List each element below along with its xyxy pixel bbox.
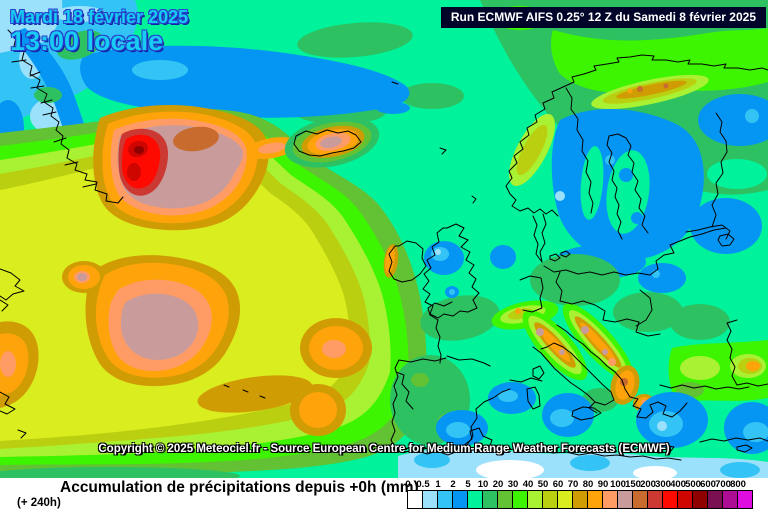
legend-swatch xyxy=(618,491,633,508)
legend-tick: 500 xyxy=(685,479,701,490)
legend-tick: 80 xyxy=(582,479,594,490)
legend-tick: 50 xyxy=(537,479,549,490)
legend-swatch xyxy=(588,491,603,508)
legend-title: Accumulation de précipitations depuis +0… xyxy=(60,479,419,496)
legend-tick: 100 xyxy=(610,479,626,490)
legend-swatch xyxy=(513,491,528,508)
valid-datetime: Mardi 18 février 2025 13:00 locale xyxy=(10,7,189,56)
legend-tick: 70 xyxy=(567,479,579,490)
legend-tick: 200 xyxy=(640,479,656,490)
legend-tick: 40 xyxy=(522,479,534,490)
legend-swatch xyxy=(468,491,483,508)
legend-tick: 1 xyxy=(435,479,441,490)
coastlines xyxy=(0,29,768,461)
legend-tick: 800 xyxy=(730,479,746,490)
legend-tick: 0.5 xyxy=(416,479,430,490)
legend-tick: 600 xyxy=(700,479,716,490)
legend-swatch xyxy=(738,491,752,508)
legend-swatch xyxy=(453,491,468,508)
legend-tick: 400 xyxy=(670,479,686,490)
legend-tick: 300 xyxy=(655,479,671,490)
legend-swatch xyxy=(708,491,723,508)
model-run-info: Run ECMWF AIFS 0.25° 12 Z du Samedi 8 fé… xyxy=(440,7,766,28)
color-scale-legend: 0 0.5 1 2 5 10 20 30 40 50 60 70 80 90 100 150 200 300 400… xyxy=(404,478,764,512)
valid-date: Mardi 18 février 2025 xyxy=(10,7,189,27)
legend-swatch xyxy=(633,491,648,508)
legend-tick: 30 xyxy=(507,479,519,490)
legend-tick: 5 xyxy=(465,479,471,490)
legend-tick: 150 xyxy=(625,479,641,490)
legend-swatch xyxy=(648,491,663,508)
legend-swatch xyxy=(693,491,708,508)
iceland-precip-spot xyxy=(284,116,380,168)
legend-tick: 10 xyxy=(477,479,489,490)
legend-swatch xyxy=(678,491,693,508)
valid-time: 13:00 locale xyxy=(10,25,164,56)
legend-swatch xyxy=(558,491,573,508)
legend-ticks: 0 0.5 1 2 5 10 20 30 40 50 60 70 80 90 100 150 200 300 400… xyxy=(404,479,756,490)
legend-swatch xyxy=(603,491,618,508)
legend-swatch xyxy=(438,491,453,508)
copyright-text: Copyright © 2025 Meteociel.fr - Source E… xyxy=(98,443,670,455)
legend-swatch xyxy=(723,491,738,508)
legend-tick: 0 xyxy=(405,479,411,490)
legend-tick: 20 xyxy=(492,479,504,490)
legend-swatch xyxy=(573,491,588,508)
precipitation-map xyxy=(0,0,768,478)
legend-tick: 90 xyxy=(597,479,609,490)
legend-scale xyxy=(407,490,753,509)
legend-swatch xyxy=(483,491,498,508)
legend-bar: Accumulation de précipitations depuis +0… xyxy=(0,478,768,512)
legend-swatch xyxy=(543,491,558,508)
legend-swatch xyxy=(408,491,423,508)
legend-swatch xyxy=(528,491,543,508)
map-canvas xyxy=(0,0,768,478)
legend-tick: 2 xyxy=(450,479,456,490)
legend-swatch xyxy=(498,491,513,508)
legend-tick: 60 xyxy=(552,479,564,490)
legend-tick: 700 xyxy=(715,479,731,490)
legend-subtitle: (+ 240h) xyxy=(17,497,61,509)
legend-swatch xyxy=(663,491,678,508)
legend-swatch xyxy=(423,491,438,508)
scandinavia-region xyxy=(480,0,768,279)
